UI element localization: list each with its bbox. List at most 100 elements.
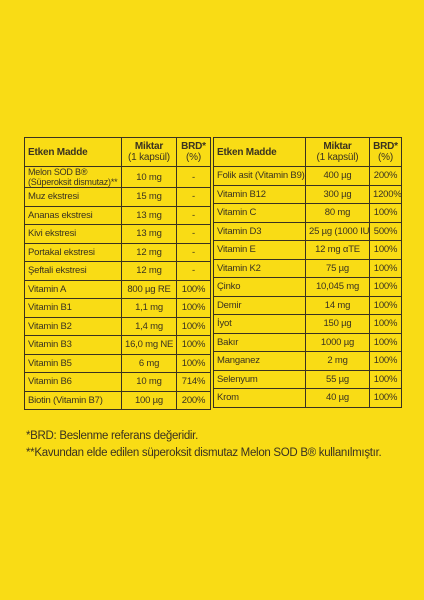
ingredient-amount: 10 mg xyxy=(121,372,177,392)
ingredient-amount: 1,4 mg xyxy=(121,316,177,336)
ingredient-name: Muz ekstresi xyxy=(24,187,122,207)
table-row: Vitamin E 12 mg αTE 100% xyxy=(213,240,402,260)
table-row: İyot 150 µg 100% xyxy=(213,314,402,334)
header-rda-sub: (%) xyxy=(186,152,201,163)
ingredient-rda: - xyxy=(176,261,211,281)
ingredient-name: Vitamin D3 xyxy=(213,221,306,241)
footnotes: *BRD: Beslenme referans değeridir. **Kav… xyxy=(26,428,416,462)
ingredient-amount: 400 µg xyxy=(305,166,370,186)
ingredient-name-line1: Melon SOD B® xyxy=(28,167,88,178)
ingredient-amount: 1000 µg xyxy=(305,332,370,352)
table-row: Ananas ekstresi 13 mg - xyxy=(24,205,211,225)
ingredient-rda: 100% xyxy=(369,277,402,297)
footnote-brd: *BRD: Beslenme referans değeridir. xyxy=(26,430,198,442)
ingredient-rda: 100% xyxy=(176,335,211,355)
table-row: Vitamin B12 300 µg 1200% xyxy=(213,184,402,204)
ingredient-name: Vitamin B12 xyxy=(213,184,306,204)
ingredient-rda: 100% xyxy=(369,332,402,352)
ingredient-name: Kivi ekstresi xyxy=(24,224,122,244)
ingredient-amount: 800 µg RE xyxy=(121,279,177,299)
ingredients-table-right: Etken Madde Miktar (1 kapsül) BRD* (%) Fol… xyxy=(213,137,402,408)
header-ingredient: Etken Madde xyxy=(213,137,306,167)
ingredient-rda: 100% xyxy=(369,314,402,334)
ingredient-name: Folik asit (Vitamin B9) xyxy=(213,166,306,186)
ingredient-name: Ananas ekstresi xyxy=(24,205,122,225)
ingredient-amount: 15 mg xyxy=(121,187,177,207)
ingredients-table-left: Etken Madde Miktar (1 kapsül) BRD* (%) Mel… xyxy=(24,137,211,410)
ingredient-rda: 100% xyxy=(176,316,211,336)
ingredient-rda: - xyxy=(176,242,211,262)
header-rda: BRD* (%) xyxy=(176,137,211,167)
table-row: Demir 14 mg 100% xyxy=(213,295,402,315)
ingredient-amount: 1,1 mg xyxy=(121,298,177,318)
ingredient-rda: 100% xyxy=(369,258,402,278)
ingredient-name: Vitamin B2 xyxy=(24,316,122,336)
table-row: Folik asit (Vitamin B9) 400 µg 200% xyxy=(213,166,402,186)
ingredient-rda: 100% xyxy=(176,353,211,373)
ingredient-name: Vitamin B5 xyxy=(24,353,122,373)
ingredient-amount: 55 µg xyxy=(305,369,370,389)
header-rda: BRD* (%) xyxy=(369,137,402,167)
ingredient-name: Biotin (Vitamin B7) xyxy=(24,390,122,410)
table-row: Vitamin B6 10 mg 714% xyxy=(24,372,211,392)
ingredient-amount: 10 mg xyxy=(121,166,177,188)
table-row: Vitamin B1 1,1 mg 100% xyxy=(24,298,211,318)
table-row: Vitamin B3 16,0 mg NE 100% xyxy=(24,335,211,355)
header-amount: Miktar (1 kapsül) xyxy=(305,137,370,167)
ingredient-amount: 150 µg xyxy=(305,314,370,334)
table-row: Bakır 1000 µg 100% xyxy=(213,332,402,352)
ingredient-amount: 100 µg xyxy=(121,390,177,410)
ingredient-amount: 2 mg xyxy=(305,351,370,371)
ingredient-rda: 100% xyxy=(176,279,211,299)
table-row: Selenyum 55 µg 100% xyxy=(213,369,402,389)
ingredient-name: Selenyum xyxy=(213,369,306,389)
table-header-row: Etken Madde Miktar (1 kapsül) BRD* (%) xyxy=(24,137,211,167)
ingredient-rda: 500% xyxy=(369,221,402,241)
table-row: Şeftali ekstresi 12 mg - xyxy=(24,261,211,281)
ingredient-name: Vitamin B3 xyxy=(24,335,122,355)
ingredient-name: Bakır xyxy=(213,332,306,352)
ingredient-name: Vitamin K2 xyxy=(213,258,306,278)
ingredient-rda: - xyxy=(176,205,211,225)
ingredient-amount: 80 mg xyxy=(305,203,370,223)
ingredient-rda: - xyxy=(176,224,211,244)
ingredient-name: Şeftali ekstresi xyxy=(24,261,122,281)
ingredient-amount: 13 mg xyxy=(121,205,177,225)
table-row: Vitamin C 80 mg 100% xyxy=(213,203,402,223)
table-row: Vitamin B2 1,4 mg 100% xyxy=(24,316,211,336)
ingredient-name: Manganez xyxy=(213,351,306,371)
header-amount-label: Miktar xyxy=(323,141,352,152)
ingredient-name: Vitamin B1 xyxy=(24,298,122,318)
ingredient-name: Krom xyxy=(213,388,306,408)
ingredient-name-line2: (Süperoksit dismutaz)** xyxy=(28,177,118,187)
ingredient-name: Melon SOD B® (Süperoksit dismutaz)** xyxy=(24,166,122,188)
table-row: Melon SOD B® (Süperoksit dismutaz)** 10 mg… xyxy=(24,166,211,188)
header-amount-label: Miktar xyxy=(134,141,164,152)
header-rda-label: BRD* xyxy=(181,141,206,152)
footnote-melon-sod: **Kavundan elde edilen süperoksit dismut… xyxy=(26,447,382,459)
header-rda-label: BRD* xyxy=(373,141,398,152)
ingredient-name: Demir xyxy=(213,295,306,315)
table-row: Portakal ekstresi 12 mg - xyxy=(24,242,211,262)
ingredient-rda: - xyxy=(176,187,211,207)
ingredient-name: Vitamin C xyxy=(213,203,306,223)
ingredient-amount: 75 µg xyxy=(305,258,370,278)
ingredient-rda: 1200% xyxy=(369,184,402,204)
ingredient-name: Çinko xyxy=(213,277,306,297)
ingredient-rda: 100% xyxy=(369,295,402,315)
ingredient-rda: 200% xyxy=(176,390,211,410)
header-amount-sub: (1 kapsül) xyxy=(316,152,359,163)
ingredient-name: Vitamin E xyxy=(213,240,306,260)
table-header-row: Etken Madde Miktar (1 kapsül) BRD* (%) xyxy=(213,137,402,167)
header-amount-sub: (1 kapsül) xyxy=(128,152,170,163)
ingredient-amount: 13 mg xyxy=(121,224,177,244)
ingredient-amount: 12 mg xyxy=(121,261,177,281)
header-rda-sub: (%) xyxy=(378,152,393,163)
table-row: Biotin (Vitamin B7) 100 µg 200% xyxy=(24,390,211,410)
table-row: Vitamin D3 25 µg (1000 IU) 500% xyxy=(213,221,402,241)
ingredient-rda: 200% xyxy=(369,166,402,186)
ingredient-rda: 100% xyxy=(369,388,402,408)
ingredient-name: İyot xyxy=(213,314,306,334)
header-amount: Miktar (1 kapsül) xyxy=(121,137,177,167)
ingredient-amount: 300 µg xyxy=(305,184,370,204)
